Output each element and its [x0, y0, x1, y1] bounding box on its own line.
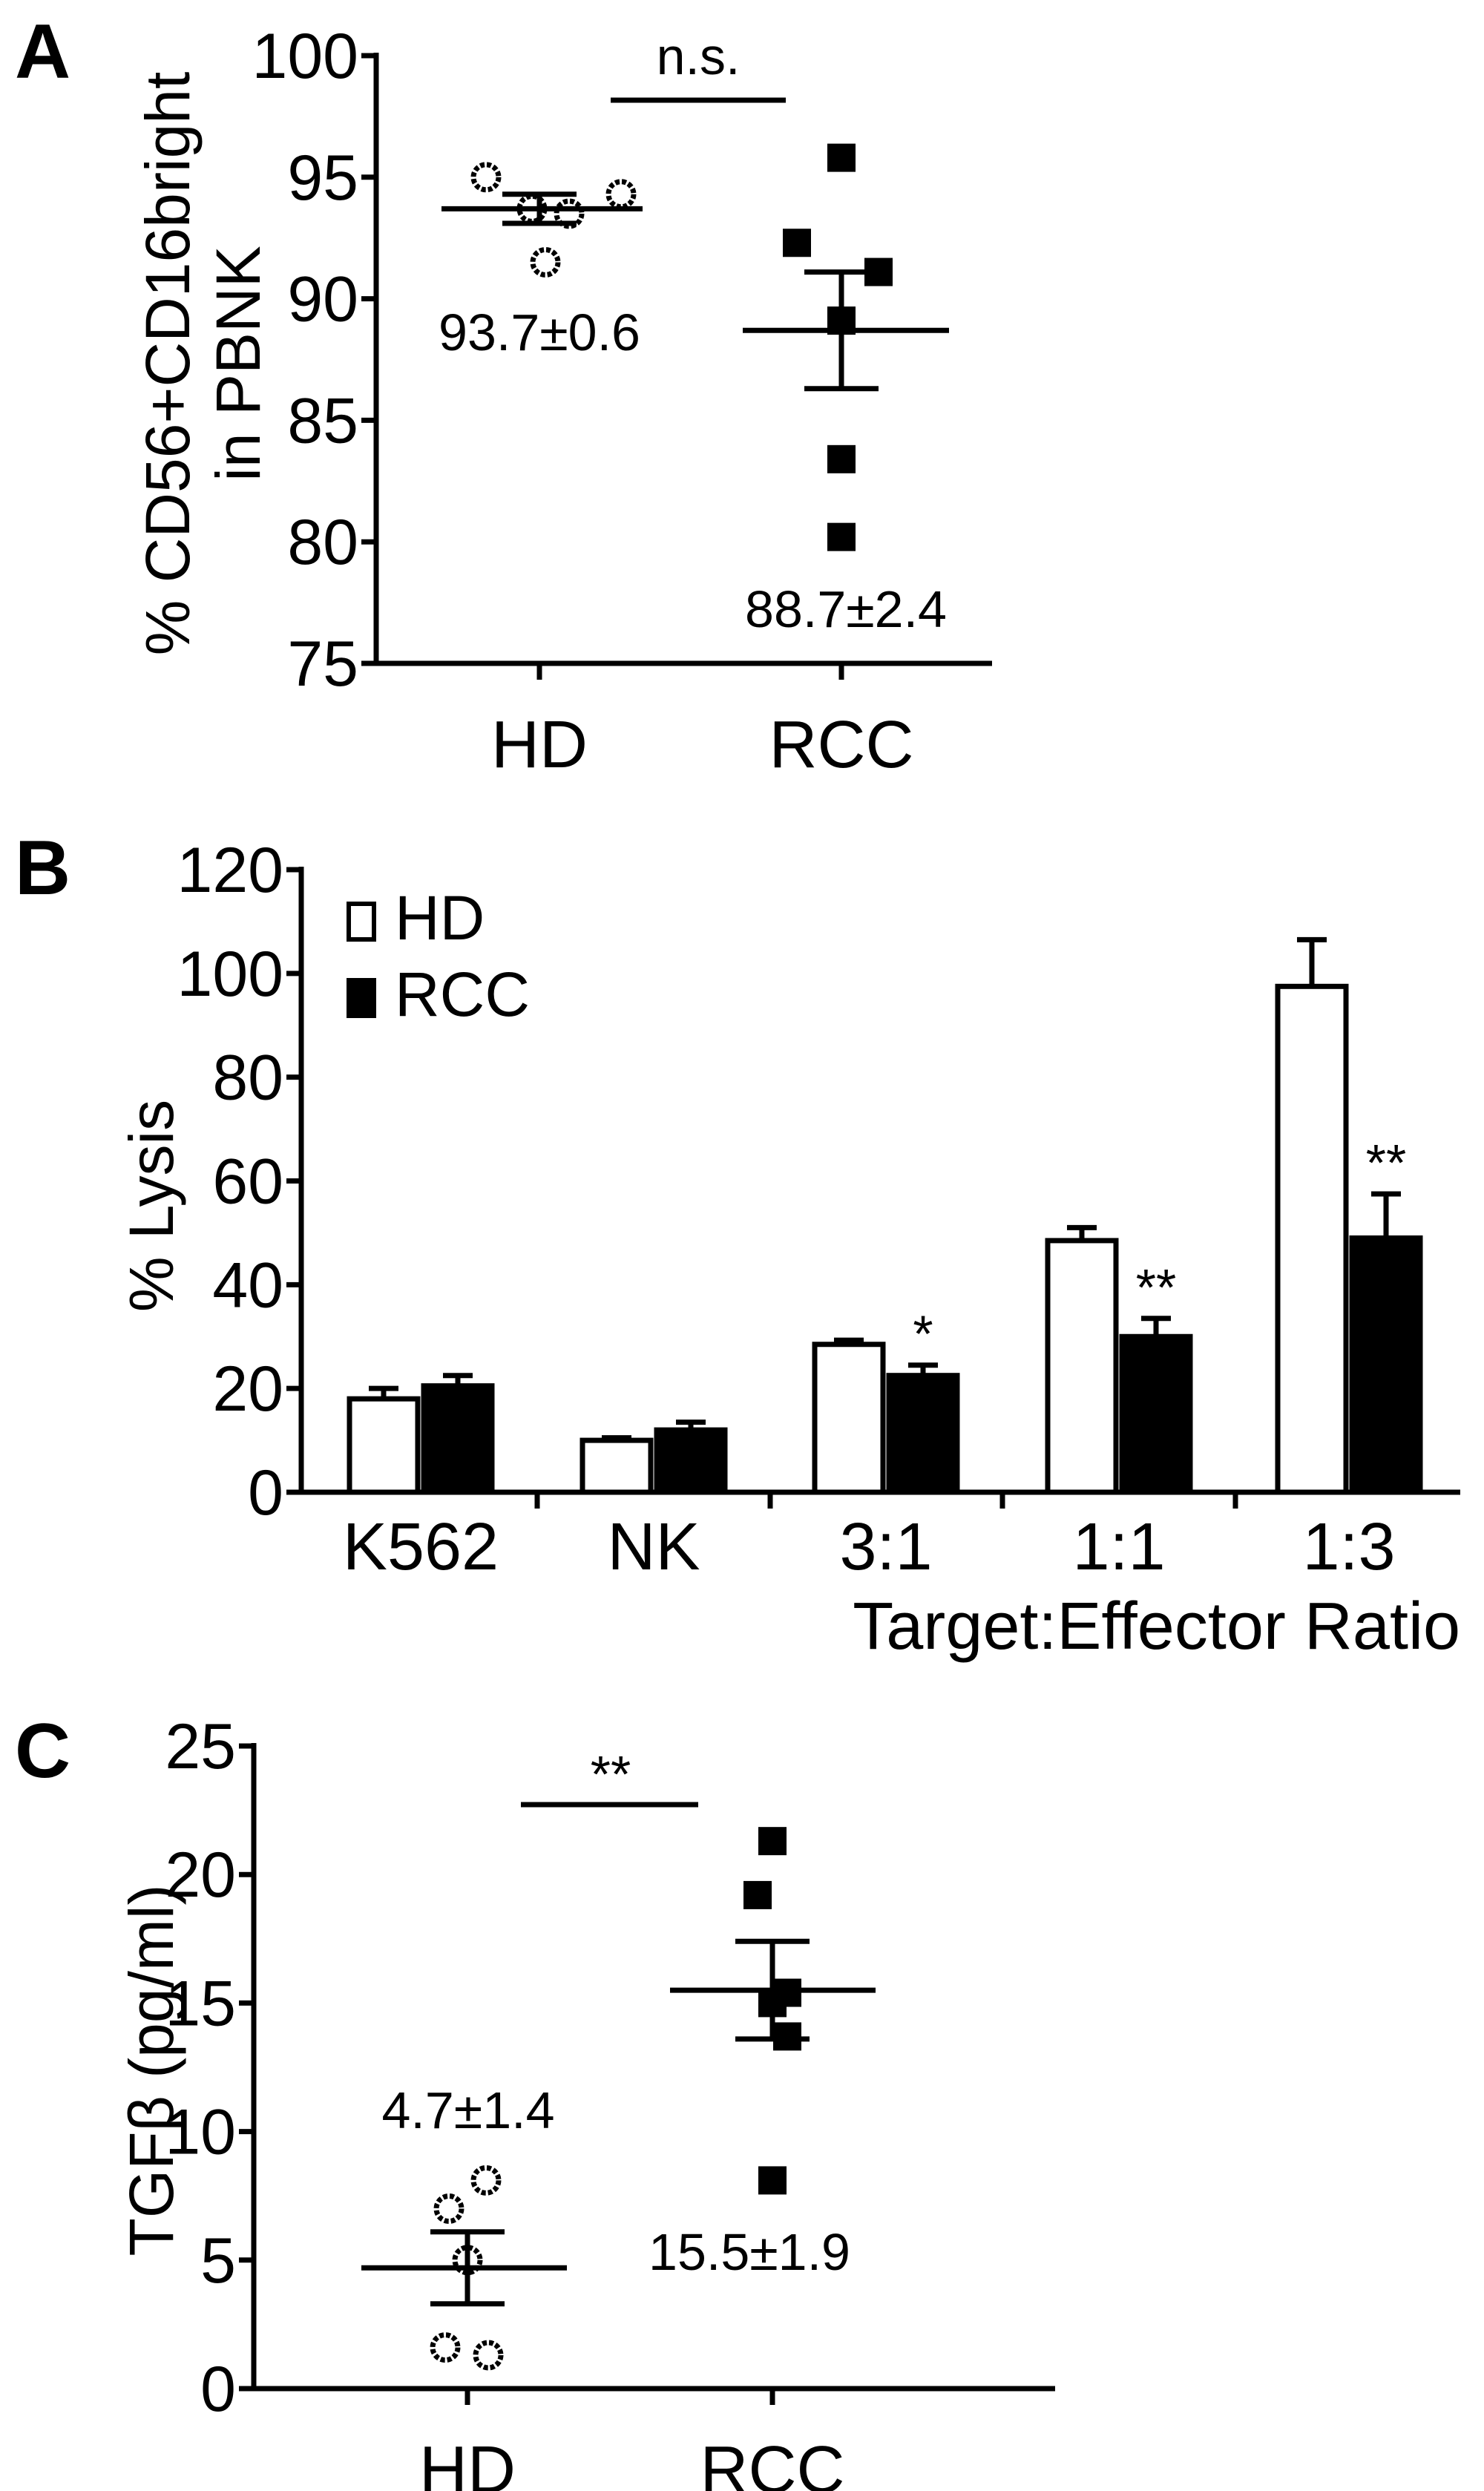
- y-tick-label: 100: [252, 21, 359, 92]
- x-category-label: NK: [607, 1510, 700, 1584]
- legend-swatch-RCC: [347, 978, 376, 1018]
- data-point-RCC: [827, 522, 856, 551]
- x-axis-label: Target:Effector Ratio: [853, 1589, 1460, 1664]
- panel-letter: B: [15, 825, 70, 911]
- x-category-label: HD: [419, 2433, 516, 2491]
- bar-HD-1:3: [1275, 983, 1349, 1495]
- bar-HD-NK: [580, 1437, 654, 1495]
- y-tick-label: 60: [212, 1146, 283, 1218]
- data-point-HD: [470, 162, 502, 193]
- data-point-HD: [605, 179, 637, 210]
- data-point-RCC: [758, 2166, 787, 2195]
- y-axis-label: in PBNK: [203, 246, 273, 481]
- x-category-label: RCC: [700, 2433, 845, 2491]
- y-tick-label: 80: [287, 507, 358, 578]
- y-tick-label: 95: [287, 142, 358, 214]
- data-point-HD: [430, 2332, 461, 2363]
- x-category-label: K562: [343, 1510, 499, 1584]
- panel-letter: C: [15, 1708, 70, 1794]
- y-tick-label: 10: [165, 2097, 236, 2168]
- data-point-RCC: [743, 1880, 772, 1909]
- legend-label-RCC: RCC: [395, 959, 530, 1029]
- mean-sem-label-HD: 4.7±1.4: [381, 2081, 554, 2139]
- mean-sem-label-HD: 93.7±0.6: [439, 303, 640, 361]
- bar-RCC-3:1: [886, 1373, 960, 1495]
- y-tick-label: 75: [287, 629, 358, 700]
- bar-HD-1:1: [1045, 1238, 1119, 1495]
- y-axis-label: % Lysis: [116, 1100, 186, 1312]
- bar-HD-3:1: [812, 1342, 886, 1495]
- significance-star: **: [1136, 1258, 1176, 1316]
- y-tick-label: 20: [212, 1353, 283, 1425]
- y-tick-label: 0: [200, 2354, 236, 2425]
- y-tick-label: 40: [212, 1250, 283, 1321]
- y-tick-label: 100: [177, 939, 284, 1010]
- panel-C: C 0 5 10 15 20 25 TGFβ (pg/ml) HD 4.7±1.4 RCC 15.5±…: [15, 1708, 1055, 2491]
- y-tick-label: 120: [177, 835, 284, 906]
- legend-swatch-HD: [347, 902, 376, 942]
- significance-star: *: [913, 1305, 933, 1363]
- y-tick-label: 90: [287, 264, 358, 335]
- bar-RCC-1:1: [1119, 1333, 1193, 1495]
- bar-RCC-1:3: [1349, 1235, 1423, 1495]
- x-category-label: 3:1: [839, 1510, 932, 1584]
- mean-sem-label-RCC: 15.5±1.9: [649, 2223, 850, 2281]
- data-point-HD: [530, 246, 561, 278]
- y-tick-label: 0: [248, 1457, 283, 1529]
- legend-label-HD: HD: [395, 883, 485, 953]
- y-axis-label: TGFβ (pg/ml): [116, 1885, 186, 2257]
- significance-star: **: [1366, 1134, 1406, 1192]
- panel-A: A 75 80 85 90 95 100 % CD56+CD16bright in PBNK HD…: [15, 9, 992, 782]
- y-tick-label: 20: [165, 1839, 236, 1911]
- data-point-HD: [473, 2340, 504, 2371]
- bar-HD-K562: [347, 1396, 421, 1495]
- y-tick-label: 25: [165, 1711, 236, 1782]
- significance-label: **: [591, 1745, 631, 1803]
- data-point-HD: [433, 2193, 464, 2225]
- data-point-RCC: [827, 444, 856, 473]
- x-category-label: 1:1: [1072, 1510, 1165, 1584]
- significance-label: n.s.: [657, 27, 741, 85]
- panel-B: B 0 20 40 60 80 100 120 % Lysis K562 NK 3:1 * 1:1 ** 1:…: [15, 825, 1460, 1664]
- data-point-RCC: [758, 1827, 787, 1856]
- data-point-RCC: [783, 229, 811, 257]
- y-tick-label: 85: [287, 385, 358, 456]
- y-tick-label: 15: [165, 1968, 236, 2039]
- y-tick-label: 5: [200, 2225, 236, 2297]
- x-category-label: 1:3: [1302, 1510, 1395, 1584]
- x-category-label: RCC: [769, 708, 914, 782]
- x-category-label: HD: [491, 708, 588, 782]
- panel-letter: A: [15, 9, 70, 95]
- data-point-RCC: [827, 143, 856, 172]
- bar-RCC-K562: [421, 1383, 495, 1495]
- data-point-HD: [470, 2165, 502, 2196]
- y-axis-label: % CD56+CD16bright: [133, 72, 203, 656]
- bar-RCC-NK: [654, 1427, 728, 1495]
- y-tick-label: 80: [212, 1043, 283, 1114]
- mean-sem-label-RCC: 88.7±2.4: [745, 580, 947, 638]
